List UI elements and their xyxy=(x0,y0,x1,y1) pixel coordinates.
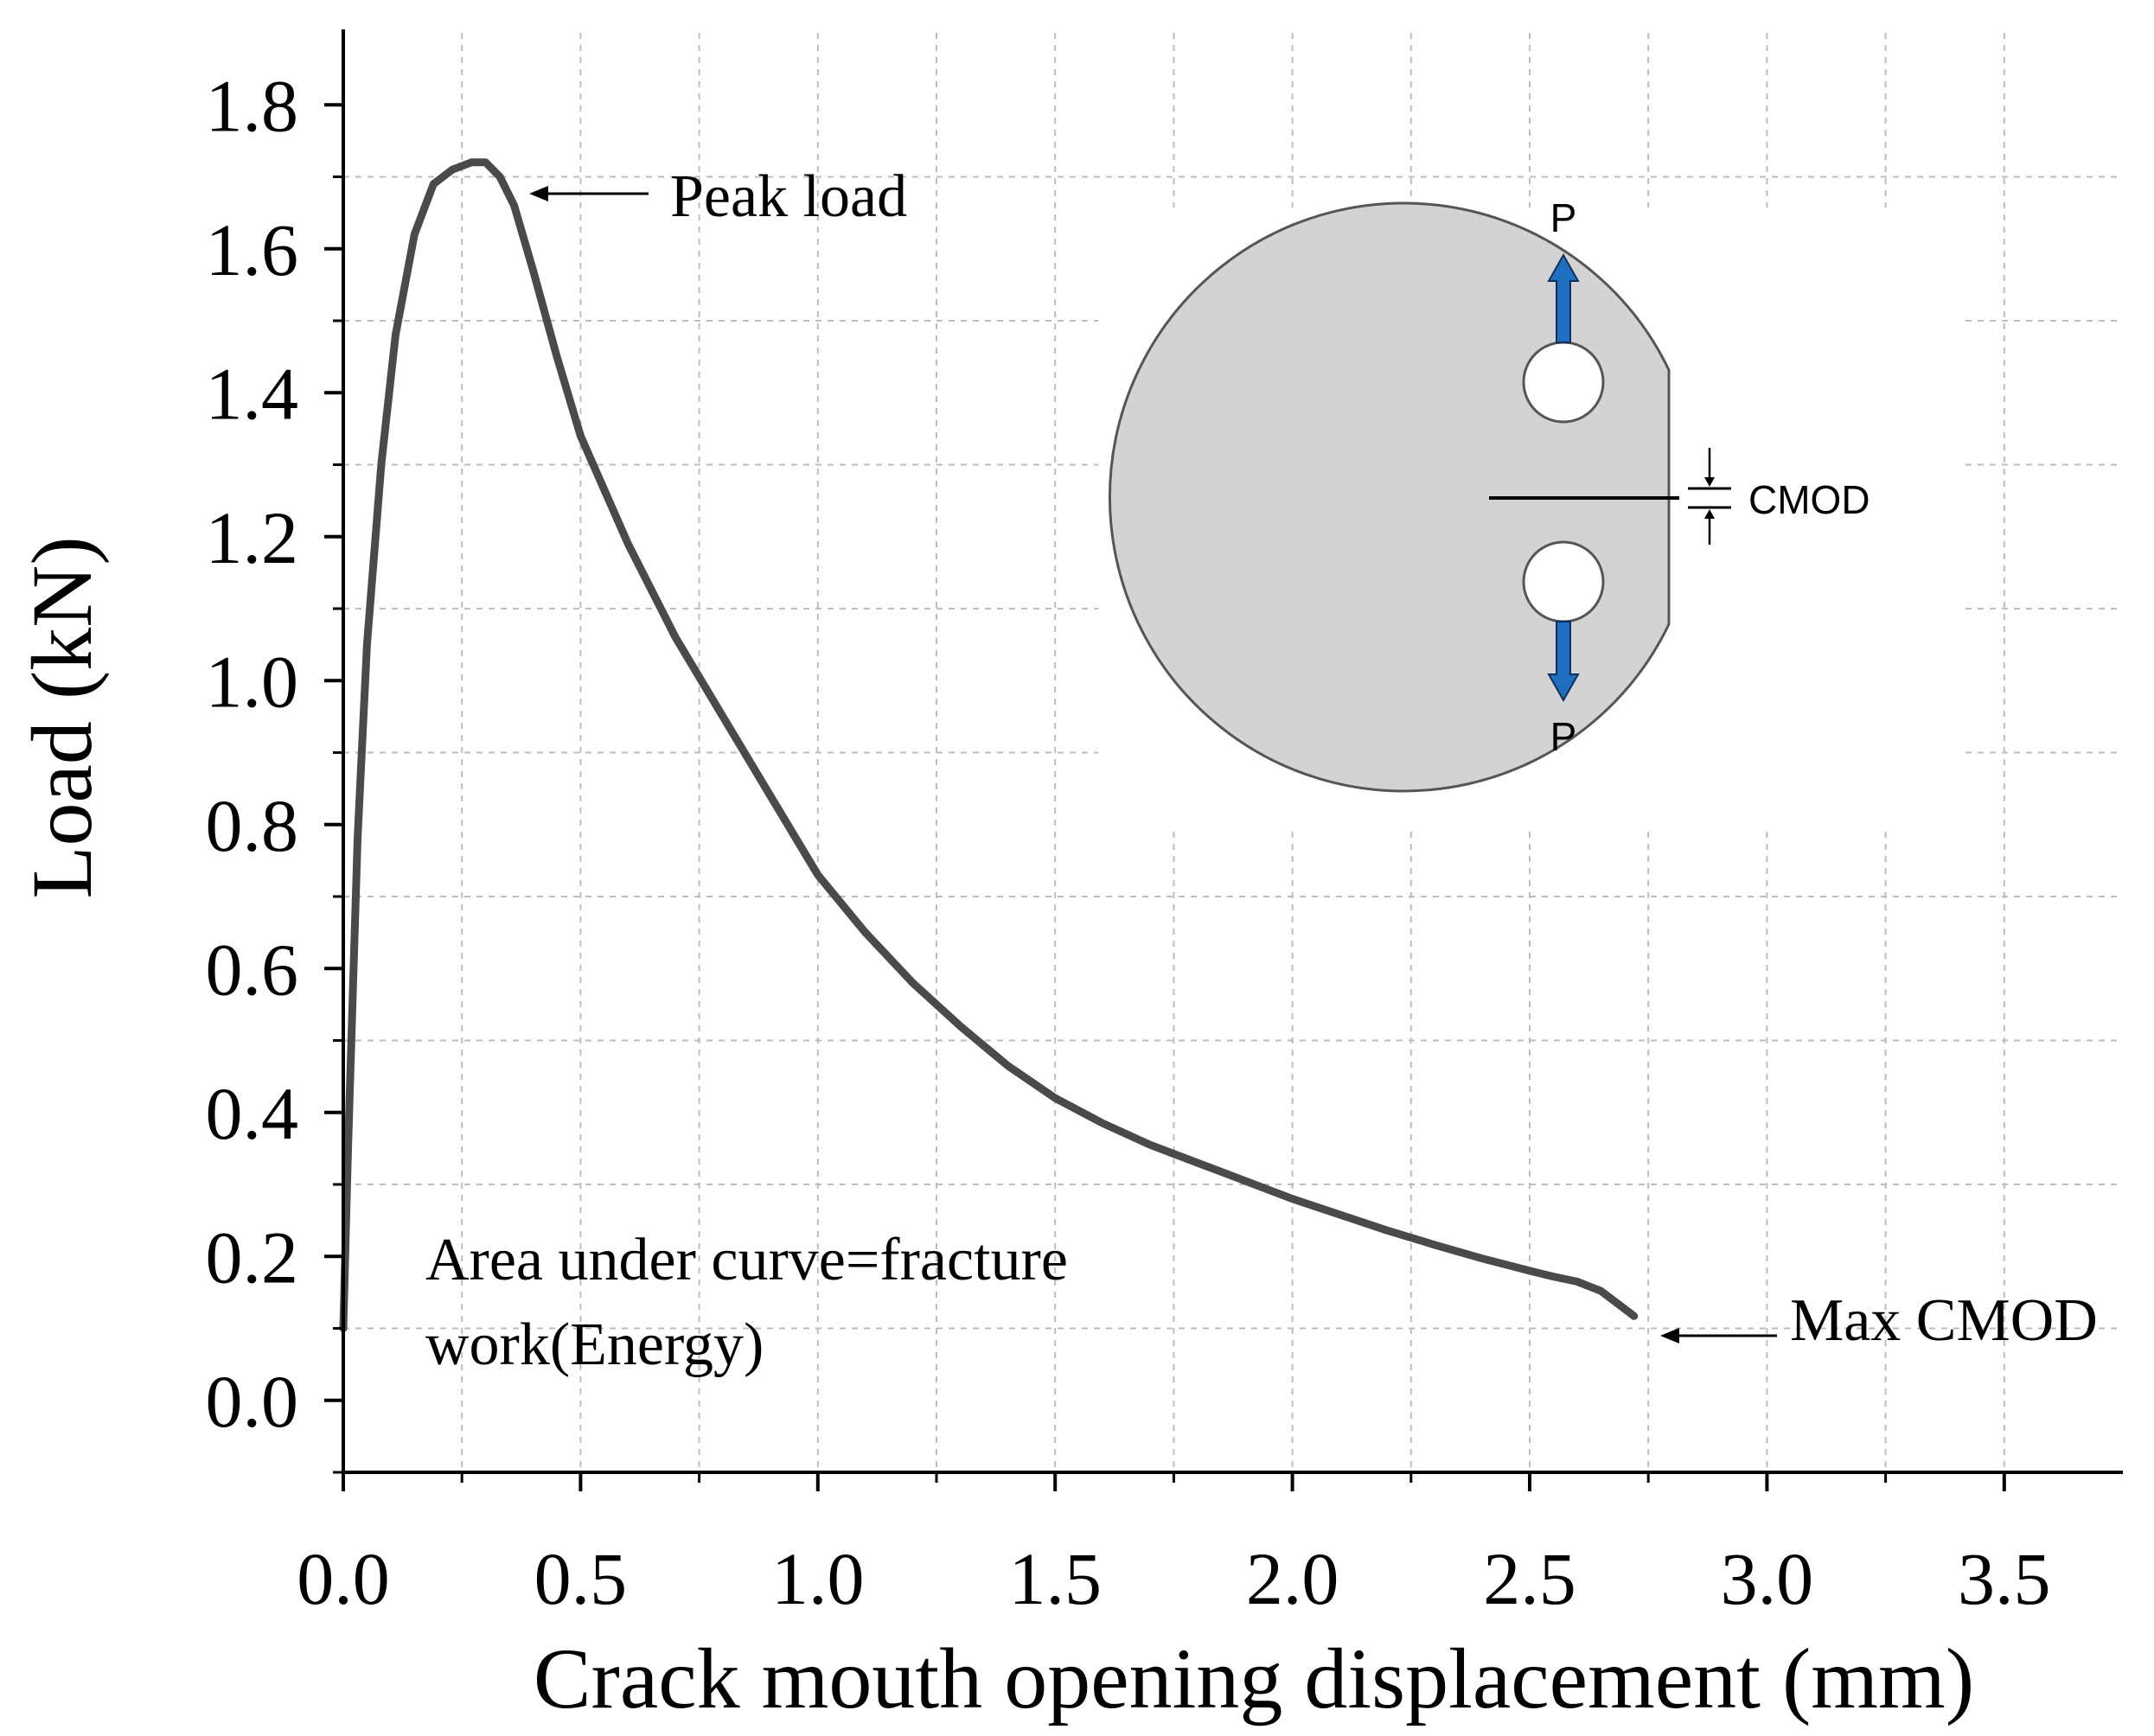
inset-arrow-up xyxy=(1547,252,1580,343)
inset-specimen-disk xyxy=(1108,201,1671,793)
y-tick-label: 1.4 xyxy=(206,352,299,435)
inset-cmod-label: CMOD xyxy=(1748,477,1870,522)
x-axis-title: Crack mouth opening displacement (mm) xyxy=(534,1631,1974,1726)
x-tick-label: 2.5 xyxy=(1483,1537,1576,1620)
y-tick-label: 0.8 xyxy=(206,784,299,867)
inset-cmod-arrowhead-top xyxy=(1704,477,1715,487)
inset-specimen-diagram: P P CMOD xyxy=(1098,195,1963,830)
area-annotation-line2: work(Energy) xyxy=(425,1312,764,1378)
inset-load-bottom-label: P xyxy=(1550,714,1577,759)
x-tick-label: 2.0 xyxy=(1246,1537,1339,1620)
y-tick-label: 0.4 xyxy=(206,1072,299,1155)
y-axis-title: Load (kN) xyxy=(14,536,110,898)
curve-layer xyxy=(339,158,1639,1332)
inset-hole-bottom xyxy=(1522,540,1605,623)
load-cmod-curve xyxy=(339,158,1639,1332)
y-tick-label: 1.2 xyxy=(206,496,299,579)
y-tick-label: 0.2 xyxy=(206,1216,299,1299)
peak-annotation-arrowhead xyxy=(529,186,548,201)
y-tick-label: 1.0 xyxy=(206,640,299,723)
x-tick-label: 3.0 xyxy=(1721,1537,1814,1620)
max-cmod-annotation-arrowhead xyxy=(1660,1328,1679,1343)
x-tick-label: 3.5 xyxy=(1958,1537,2051,1620)
y-tick-label: 0.0 xyxy=(206,1360,299,1443)
tick-labels: 0.0 0.5 1.0 1.5 2.0 2.5 3.0 3.5 0.0 0.2 0.4 0.6 0.8 1… xyxy=(206,64,2051,1620)
y-tick-label: 1.6 xyxy=(206,208,299,291)
y-tick-label: 1.8 xyxy=(206,64,299,147)
max-cmod-annotation-label: Max CMOD xyxy=(1790,1287,2098,1354)
inset-load-top-label: P xyxy=(1550,195,1577,240)
x-tick-label: 1.5 xyxy=(1008,1537,1102,1620)
x-tick-label: 0.5 xyxy=(534,1537,628,1620)
inset-hole-top xyxy=(1522,341,1605,424)
x-tick-label: 1.0 xyxy=(771,1537,865,1620)
axes xyxy=(324,29,2123,1491)
y-tick-label: 0.6 xyxy=(206,928,299,1011)
peak-annotation-label: Peak load xyxy=(670,163,907,230)
inset-cmod-arrowhead-bottom xyxy=(1704,509,1715,519)
x-tick-label: 0.0 xyxy=(297,1537,390,1620)
inset-arrow-down xyxy=(1547,621,1580,703)
area-annotation-line1: Area under curve=fracture xyxy=(425,1227,1068,1293)
annotations: Peak load Max CMOD Area under curve=frac… xyxy=(425,163,2098,1378)
